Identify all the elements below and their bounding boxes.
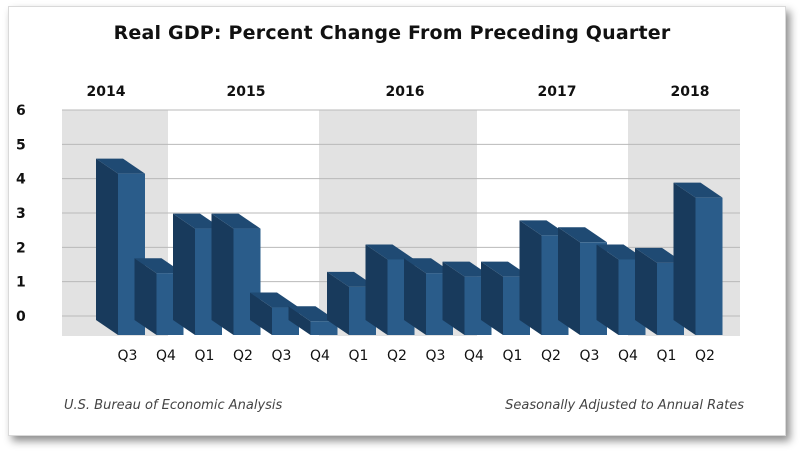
bar-side [635,247,657,335]
bar-top [519,220,569,236]
bar-top [635,247,684,263]
chart-title: Real GDP: Percent Change From Preceding … [113,22,671,44]
quarter-label: Q2 [695,348,715,364]
quarter-label: Q4 [464,348,484,364]
bar-side [365,244,388,335]
bar-side [442,261,465,335]
y-tick-label: 0 [16,309,26,325]
bar-top [365,244,415,260]
y-tick-label: 3 [16,206,26,222]
year-label-2018: 2018 [671,84,710,100]
y-tick-label: 2 [16,240,26,256]
bar [288,306,338,335]
y-tick-label: 6 [16,103,26,119]
quarter-label: Q1 [657,348,677,364]
y-tick-label: 1 [16,275,26,291]
bar-top [596,244,646,260]
bar [673,182,723,335]
bar-side [173,213,195,335]
bar [481,261,530,335]
bar-side [211,213,234,335]
bar-front [310,321,338,335]
bar-top [442,261,492,277]
source-note: U.S. Bureau of Economic Analysis [64,398,283,413]
quarter-label: Q3 [426,348,446,364]
quarter-label: Q4 [618,348,638,364]
bar-side [404,258,426,335]
bar-side [96,158,118,335]
y-tick-label: 4 [16,172,26,188]
bar-top [96,158,145,174]
bar-top [404,258,453,274]
bar-top [481,261,530,277]
bar-side [596,244,619,335]
bar-top [250,292,299,308]
bar [404,258,453,335]
bar-front [695,197,723,335]
bar-side [673,182,696,335]
quarter-label: Q4 [156,348,176,364]
bar-top [173,213,222,229]
bar-top [673,182,723,198]
bar-side [327,271,349,335]
quarter-label: Q1 [503,348,523,364]
year-label-2014: 2014 [87,84,126,100]
quarter-label: Q1 [195,348,215,364]
year-label-2015: 2015 [227,84,266,100]
bar-top [134,258,184,274]
quarter-label: Q3 [272,348,292,364]
bar-top [558,227,607,243]
bar-top [211,213,261,229]
year-label-2016: 2016 [386,84,425,100]
bar-side [288,306,311,335]
quarter-label: Q3 [580,348,600,364]
quarter-label: Q2 [387,348,407,364]
quarter-label: Q4 [310,348,330,364]
quarter-label: Q1 [349,348,369,364]
quarter-label: Q2 [233,348,253,364]
quarter-label: Q3 [118,348,138,364]
bar-side [519,220,542,335]
bar-side [481,261,503,335]
bar-side [250,292,272,335]
year-label-2017: 2017 [538,84,577,100]
bar-side [134,258,157,335]
y-tick-label: 5 [16,137,26,153]
adjustment-note: Seasonally Adjusted to Annual Rates [505,398,744,413]
bar-top [327,271,376,287]
bar-side [558,227,580,335]
quarter-label: Q2 [541,348,561,364]
bar [250,292,299,335]
bar-top [288,306,338,322]
